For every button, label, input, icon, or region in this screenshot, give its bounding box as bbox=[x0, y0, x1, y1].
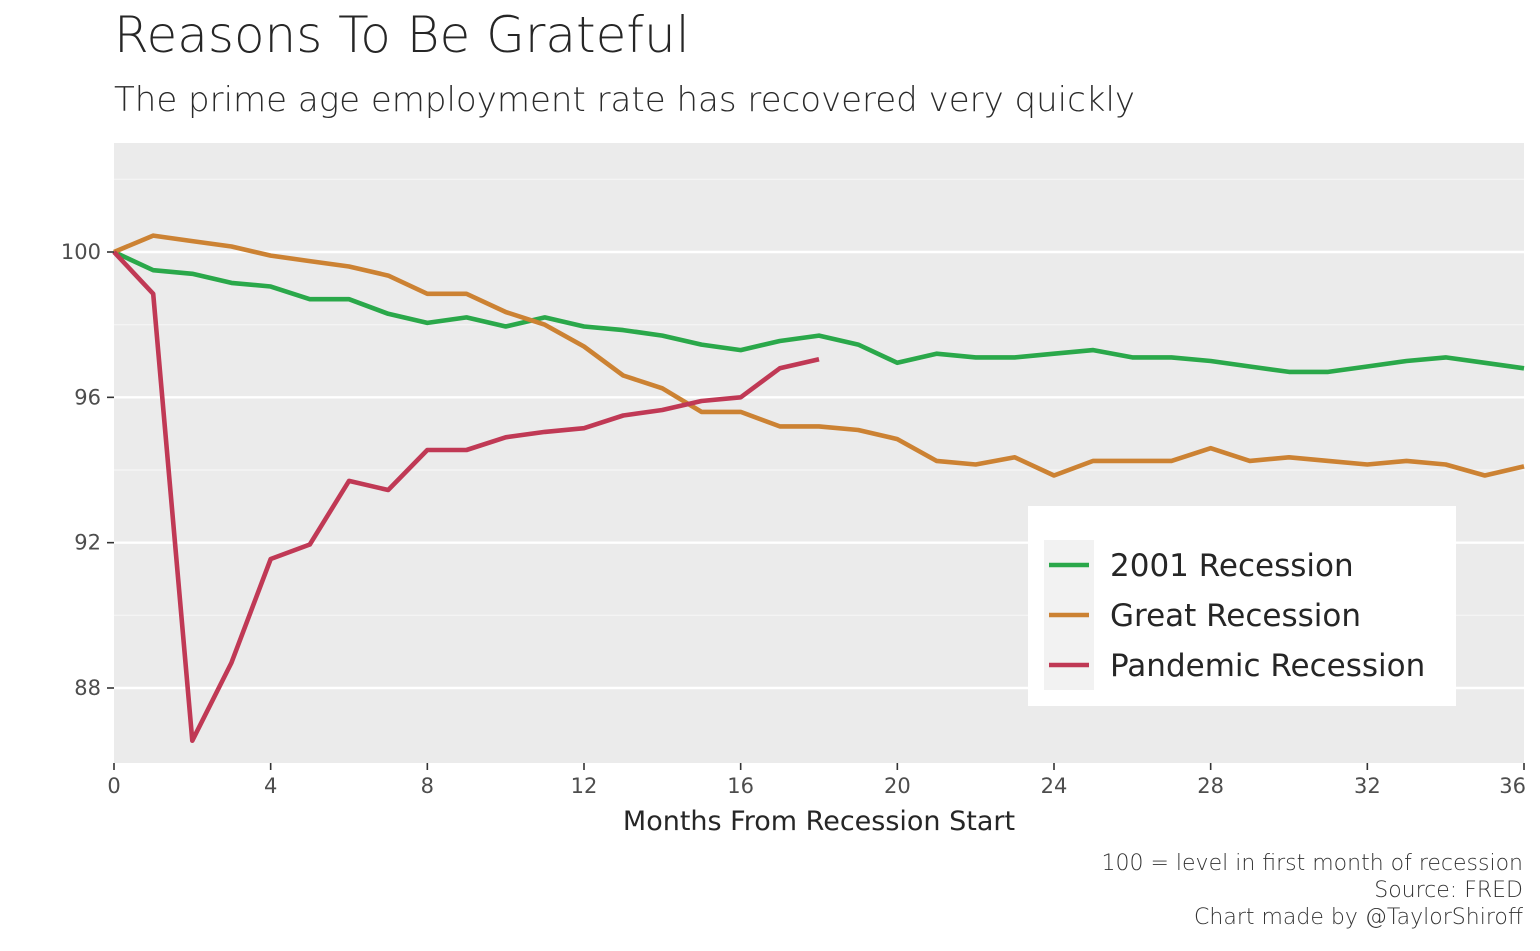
caption-credit: Chart made by @TaylorShiroff bbox=[1194, 905, 1523, 930]
x-tick-label: 16 bbox=[727, 774, 754, 798]
y-tick-label: 88 bbox=[74, 676, 101, 700]
series-line bbox=[113, 233, 1525, 478]
series-line bbox=[113, 249, 1525, 375]
series-line bbox=[112, 250, 820, 744]
x-tick-label: 4 bbox=[264, 774, 277, 798]
y-tick-label: 96 bbox=[74, 385, 101, 409]
legend: 2001 Recession Great Recession Pandemic Re… bbox=[1028, 506, 1456, 706]
y-tick-label: 92 bbox=[74, 531, 101, 555]
x-tick-label: 24 bbox=[1041, 774, 1068, 798]
x-tick-label: 32 bbox=[1354, 774, 1381, 798]
chart-subtitle: The prime age employment rate has recove… bbox=[114, 80, 1136, 120]
x-axis-title: Months From Recession Start bbox=[623, 806, 1015, 837]
legend-label: Great Recession bbox=[1110, 598, 1361, 634]
caption-note: 100 = level in first month of recession bbox=[1101, 851, 1523, 876]
x-axis-ticks: 0 4 8 12 16 20 24 28 32 36 bbox=[107, 763, 1526, 798]
x-tick-label: 36 bbox=[1499, 774, 1526, 798]
caption-source: Source: FRED bbox=[1374, 878, 1523, 903]
x-tick-label: 28 bbox=[1197, 774, 1224, 798]
legend-label: Pandemic Recession bbox=[1110, 648, 1425, 684]
x-tick-label: 8 bbox=[421, 774, 434, 798]
x-tick-label: 12 bbox=[571, 774, 598, 798]
caption: 100 = level in first month of recession … bbox=[1101, 850, 1523, 931]
x-tick-label: 0 bbox=[107, 774, 120, 798]
y-axis-ticks: 88 92 96 100 bbox=[61, 240, 114, 700]
legend-box bbox=[1028, 506, 1456, 706]
legend-label: 2001 Recession bbox=[1110, 548, 1354, 584]
x-tick-label: 20 bbox=[884, 774, 911, 798]
chart-title: Reasons To Be Grateful bbox=[114, 6, 690, 64]
y-tick-label: 100 bbox=[61, 240, 101, 264]
series-lines bbox=[112, 233, 1525, 744]
